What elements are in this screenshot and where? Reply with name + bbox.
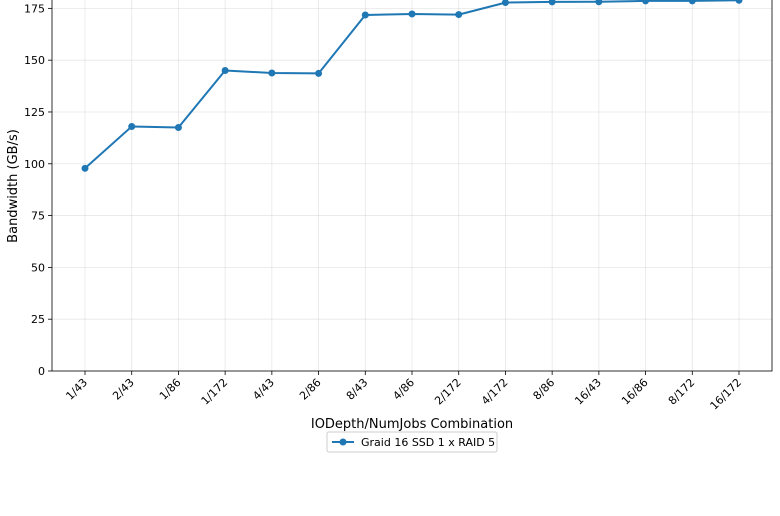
data-point	[501, 0, 509, 7]
legend-marker-swatch	[339, 438, 347, 446]
plot-area	[52, 0, 772, 371]
x-tick-label: 4/86	[390, 376, 417, 403]
x-tick-label: 4/172	[479, 376, 511, 408]
grid-lines	[52, 0, 772, 372]
x-tick-label: 1/86	[157, 376, 184, 403]
y-tick-label: 125	[24, 106, 45, 119]
x-tick-label: 8/43	[344, 376, 371, 403]
x-axis-title: IODepth/NumJobs Combination	[311, 417, 513, 432]
axes-frame	[51, 0, 773, 372]
data-point	[315, 69, 323, 77]
data-point	[642, 0, 650, 5]
data-point	[548, 0, 556, 6]
y-tick-labels: 0 25 50 75 100 125 150 175	[24, 2, 45, 378]
data-point	[174, 124, 182, 132]
data-point	[221, 67, 229, 75]
x-tick-label: 16/43	[572, 376, 604, 408]
x-tick-label: 8/86	[531, 376, 558, 403]
x-tick-labels: 1/43 2/43 1/86 1/172 4/43 2/86 8/43 4/86 2/172 4/…	[63, 376, 744, 413]
data-point	[455, 11, 463, 19]
data-point	[688, 0, 696, 5]
x-tick-label: 4/43	[250, 376, 277, 403]
data-point	[735, 0, 743, 4]
data-series	[81, 0, 743, 172]
x-tick-label: 8/172	[666, 376, 698, 408]
x-tick-label: 2/86	[297, 376, 324, 403]
y-tick-label: 50	[31, 261, 45, 274]
data-point	[128, 122, 136, 130]
data-point	[408, 10, 416, 18]
legend-frame	[326, 431, 498, 453]
data-point	[81, 164, 89, 172]
y-tick-label: 150	[24, 54, 45, 67]
x-tick-label: 1/172	[199, 376, 231, 408]
y-tick-label: 25	[31, 313, 45, 326]
y-axis-title: Bandwidth (GB/s)	[6, 129, 21, 243]
y-tick-label: 0	[38, 365, 45, 378]
data-point	[595, 0, 603, 6]
x-tick-label: 16/86	[619, 376, 651, 408]
y-tick-label: 75	[31, 210, 45, 223]
y-tick-label: 175	[24, 2, 45, 15]
legend: Graid 16 SSD 1 x RAID 5	[326, 431, 498, 453]
x-tick-label: 16/172	[708, 376, 745, 413]
x-tick-label: 2/43	[110, 376, 137, 403]
axes	[48, 0, 773, 375]
y-tick-label: 100	[24, 158, 45, 171]
legend-label: Graid 16 SSD 1 x RAID 5	[361, 436, 495, 449]
data-point	[361, 11, 369, 19]
x-tick-label: 2/172	[432, 376, 464, 408]
data-point	[268, 69, 276, 77]
x-tick-label: 1/43	[63, 376, 90, 403]
